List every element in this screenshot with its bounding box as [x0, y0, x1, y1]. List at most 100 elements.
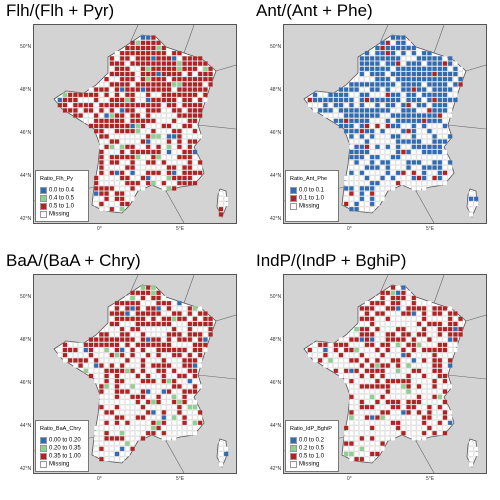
grid-cell	[354, 430, 359, 436]
grid-cell	[364, 170, 370, 176]
grid-cell	[390, 342, 396, 348]
grid-cell	[401, 295, 406, 301]
grid-cell	[369, 61, 375, 66]
grid-cell	[104, 154, 109, 160]
grid-cell	[208, 71, 213, 77]
grid-cell	[140, 149, 146, 155]
grid-cell	[349, 456, 354, 462]
grid-cell	[385, 342, 391, 348]
grid-cell	[177, 113, 182, 118]
grid-cell	[62, 92, 68, 98]
grid-cell	[109, 456, 115, 462]
grid-cell	[182, 425, 187, 431]
grid-cell	[390, 118, 396, 124]
grid-cell	[401, 404, 406, 410]
grid-cell	[411, 410, 417, 415]
grid-cell	[411, 321, 417, 327]
grid-cell	[177, 384, 182, 389]
grid-cell	[166, 404, 172, 410]
grid-cell	[145, 342, 151, 348]
grid-cell	[406, 165, 411, 170]
grid-cell	[421, 306, 427, 311]
grid-cell	[354, 165, 359, 170]
grid-cell	[390, 368, 396, 374]
grid-cell	[349, 378, 354, 384]
grid-cell	[406, 311, 411, 316]
grid-cell	[416, 373, 422, 379]
grid-cell	[119, 108, 125, 113]
grid-cell	[109, 102, 115, 108]
grid-cell	[145, 165, 151, 170]
grid-cell	[437, 82, 443, 87]
grid-cell	[395, 295, 401, 301]
legend-swatch	[290, 461, 297, 468]
grid-cell	[166, 118, 172, 124]
grid-cell	[437, 92, 443, 98]
grid-cell	[354, 373, 359, 379]
grid-cell	[416, 358, 422, 363]
grid-cell	[421, 363, 427, 368]
grid-cell	[104, 113, 109, 118]
grid-cell	[119, 358, 125, 363]
grid-cell	[140, 50, 146, 56]
grid-cell	[125, 300, 130, 306]
grid-cell	[171, 165, 177, 170]
grid-cell	[130, 196, 135, 202]
grid-cell	[177, 425, 182, 431]
grid-cell	[140, 316, 146, 322]
grid-cell	[171, 337, 177, 342]
grid-cell	[395, 82, 401, 87]
grid-cell	[401, 373, 406, 379]
grid-cell	[385, 56, 391, 61]
grid-cell	[156, 295, 161, 301]
grid-cell	[99, 441, 104, 446]
grid-cell	[432, 368, 437, 374]
grid-cell	[375, 321, 380, 327]
grid-cell	[359, 384, 365, 389]
grid-cell	[140, 139, 146, 144]
grid-cell	[453, 97, 458, 103]
grid-cell	[99, 113, 104, 118]
grid-cell	[375, 66, 380, 72]
grid-cell	[130, 311, 135, 316]
grid-cell	[197, 311, 203, 316]
grid-cell	[104, 149, 109, 155]
grid-cell	[432, 108, 437, 113]
grid-cell	[145, 170, 151, 176]
grid-cell	[93, 87, 99, 92]
grid-cell	[380, 196, 385, 202]
grid-cell	[406, 389, 411, 394]
grid-cell	[317, 358, 323, 363]
grid-cell	[203, 87, 208, 92]
grid-cell	[109, 358, 115, 363]
grid-cell	[343, 451, 349, 457]
grid-cell	[114, 394, 120, 400]
grid-cell	[468, 441, 474, 446]
grid-cell	[130, 134, 135, 139]
grid-cell	[427, 363, 432, 368]
grid-cell	[432, 425, 437, 431]
grid-cell	[177, 170, 182, 176]
grid-cell	[380, 191, 385, 196]
grid-cell	[182, 332, 187, 337]
grid-cell	[359, 378, 365, 384]
grid-cell	[354, 451, 359, 457]
grid-cell	[187, 311, 193, 316]
grid-cell	[385, 180, 391, 186]
grid-cell	[385, 154, 391, 160]
grid-cell	[93, 97, 99, 103]
grid-cell	[135, 92, 141, 98]
grid-cell	[380, 92, 385, 98]
grid-cell	[395, 102, 401, 108]
grid-cell	[380, 404, 385, 410]
grid-cell	[125, 446, 130, 452]
legend-entry: 0.5 to 1.0	[40, 203, 74, 210]
grid-cell	[182, 144, 187, 150]
grid-cell	[114, 66, 120, 72]
grid-cell	[406, 394, 411, 400]
grid-cell	[197, 113, 203, 118]
legend-entry: Missing	[290, 461, 319, 468]
grid-cell	[109, 352, 115, 358]
grid-cell	[161, 436, 167, 441]
grid-cell	[140, 430, 146, 436]
